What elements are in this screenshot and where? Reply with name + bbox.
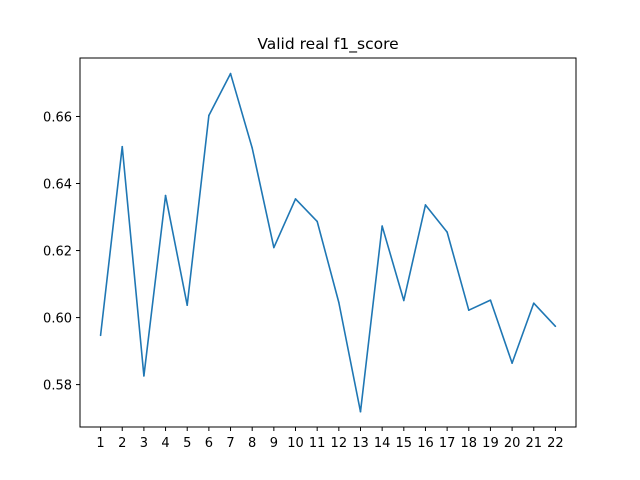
data-point (489, 299, 492, 301)
series-line (99, 72, 557, 413)
data-point (273, 246, 275, 249)
x-tick-label: 5 (183, 436, 191, 451)
x-tick-label: 6 (205, 436, 213, 451)
y-tick-label: 0.60 (43, 312, 72, 327)
data-point (359, 410, 362, 413)
plot-background (80, 58, 576, 427)
data-point (164, 194, 167, 197)
x-tick-label: 12 (331, 436, 348, 451)
x-tick-label: 9 (270, 436, 278, 451)
axis-ticks: 1 2 3 4 5 6 7 8 9 10 11 12 13 14 15 16 17 18 19 20 21 220.580… (43, 110, 564, 451)
data-point (511, 362, 513, 364)
x-tick-label: 13 (352, 436, 369, 451)
data-point (424, 204, 427, 206)
plot-frame (79, 57, 577, 428)
data-point (403, 299, 405, 302)
y-tick-label: 0.66 (43, 110, 72, 125)
data-point (381, 225, 383, 227)
data-point (338, 301, 340, 304)
x-tick-label: 20 (504, 436, 521, 451)
x-tick-label: 18 (461, 436, 478, 451)
data-point (316, 220, 318, 223)
data-point (532, 302, 535, 304)
x-tick-label: 8 (248, 436, 256, 451)
data-point (446, 231, 448, 233)
x-tick-label: 16 (417, 436, 434, 451)
x-tick-label: 21 (525, 436, 542, 451)
data-point (467, 309, 470, 312)
x-tick-label: 1 (96, 436, 104, 451)
y-tick-label: 0.58 (43, 379, 72, 394)
data-point (186, 304, 189, 306)
x-tick-label: 3 (140, 436, 148, 451)
x-tick-label: 15 (396, 436, 413, 451)
y-tick-label: 0.62 (43, 245, 72, 260)
data-point (99, 334, 102, 337)
data-point (554, 325, 557, 328)
x-tick-label: 4 (161, 436, 169, 451)
data-point (121, 145, 124, 148)
data-point (229, 72, 232, 75)
x-tick-label: 10 (287, 436, 304, 451)
plot-area (80, 58, 576, 427)
chart-title: Valid real f1_score (257, 35, 398, 54)
data-point (208, 114, 210, 117)
x-tick-label: 7 (226, 436, 234, 451)
x-tick-label: 19 (482, 436, 499, 451)
x-tick-label: 11 (309, 436, 326, 451)
x-tick-label: 22 (547, 436, 564, 451)
x-tick-label: 17 (439, 436, 456, 451)
x-tick-label: 14 (374, 436, 391, 451)
data-point (143, 375, 145, 377)
series-layer (99, 72, 557, 413)
y-tick-label: 0.64 (43, 178, 72, 193)
data-point (251, 147, 253, 149)
x-tick-label: 2 (118, 436, 126, 451)
data-point (294, 198, 297, 200)
